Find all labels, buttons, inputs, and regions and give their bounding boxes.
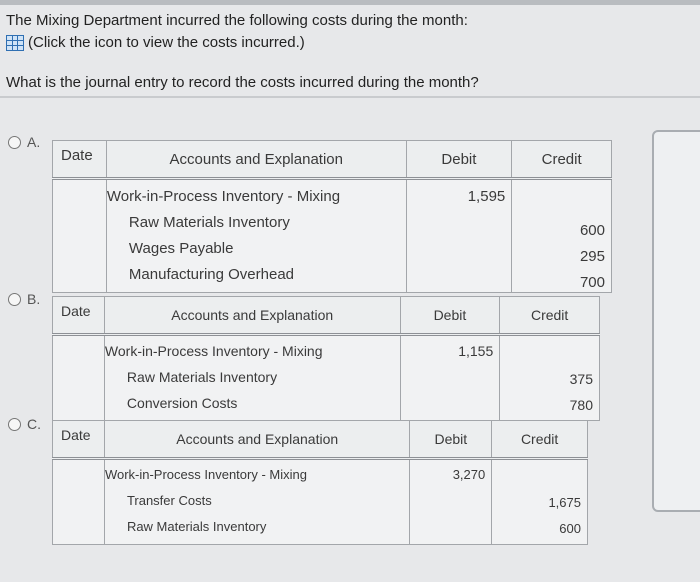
accounts-cell: Work-in-Process Inventory - Mixing Trans…	[103, 458, 411, 545]
account-entry: Conversion Costs	[126, 395, 238, 411]
debit-amount: 1,595	[467, 188, 506, 205]
credit-cell: 600 295 700	[511, 178, 612, 293]
table-header-row: Date Accounts and Explanation Debit Cred…	[52, 140, 612, 180]
option-c-label: C.	[27, 416, 41, 432]
option-b[interactable]: B.	[8, 291, 40, 307]
radio-button-a[interactable]	[8, 135, 21, 149]
top-bar	[0, 0, 700, 5]
option-b-label: B.	[27, 291, 41, 307]
credit-header: Credit	[491, 420, 588, 460]
account-entry: Raw Materials Inventory	[126, 369, 278, 385]
table-body-row: Work-in-Process Inventory - Mixing Raw M…	[52, 178, 612, 293]
accounts-cell: Work-in-Process Inventory - Mixing Raw M…	[105, 178, 407, 293]
accounts-header: Accounts and Explanation	[103, 420, 411, 460]
date-header: Date	[52, 296, 105, 336]
table-header-row: Date Accounts and Explanation Debit Cred…	[52, 296, 600, 336]
date-cell	[52, 458, 105, 545]
credit-amount: 295	[579, 248, 605, 265]
debit-header: Debit	[399, 296, 501, 336]
option-c[interactable]: C.	[8, 416, 41, 432]
date-header: Date	[52, 140, 107, 180]
journal-table-a: Date Accounts and Explanation Debit Cred…	[52, 140, 612, 293]
question-text: What is the journal entry to record the …	[6, 74, 479, 91]
debit-cell: 1,595	[405, 178, 513, 293]
accounts-header: Accounts and Explanation	[103, 296, 401, 336]
view-costs-link[interactable]: (Click the icon to view the costs incurr…	[6, 34, 305, 51]
credit-header: Credit	[511, 140, 612, 180]
credit-amount: 375	[569, 371, 593, 387]
accounts-cell: Work-in-Process Inventory - Mixing Raw M…	[103, 334, 401, 421]
account-entry: Raw Materials Inventory	[126, 519, 267, 534]
date-header: Date	[52, 420, 105, 460]
credit-cell: 375 780	[499, 334, 600, 421]
table-grid-icon[interactable]	[6, 34, 24, 51]
view-costs-text[interactable]: (Click the icon to view the costs incurr…	[28, 34, 305, 51]
problem-statement: The Mixing Department incurred the follo…	[6, 12, 468, 29]
debit-header: Debit	[409, 420, 493, 460]
radio-button-b[interactable]	[8, 292, 21, 306]
debit-amount: 3,270	[452, 467, 486, 482]
credit-amount: 600	[559, 521, 581, 536]
debit-amount: 1,155	[458, 343, 494, 359]
debit-cell: 1,155	[399, 334, 501, 421]
journal-table-c: Date Accounts and Explanation Debit Cred…	[52, 420, 588, 545]
account-entry: Work-in-Process Inventory - Mixing	[104, 343, 323, 359]
credit-amount: 700	[579, 274, 605, 291]
table-body-row: Work-in-Process Inventory - Mixing Raw M…	[52, 334, 600, 421]
debit-header: Debit	[405, 140, 513, 180]
date-cell	[52, 178, 107, 293]
date-cell	[52, 334, 105, 421]
divider	[0, 96, 700, 98]
radio-button-c[interactable]	[8, 417, 21, 431]
credit-cell: 1,675 600	[491, 458, 588, 545]
account-entry: Manufacturing Overhead	[128, 266, 295, 283]
table-header-row: Date Accounts and Explanation Debit Cred…	[52, 420, 588, 460]
debit-cell: 3,270	[409, 458, 493, 545]
account-entry: Raw Materials Inventory	[128, 214, 290, 231]
credit-amount: 780	[569, 397, 593, 413]
credit-amount: 1,675	[548, 495, 581, 510]
account-entry: Wages Payable	[128, 240, 234, 257]
option-a-label: A.	[27, 134, 41, 150]
journal-table-b: Date Accounts and Explanation Debit Cred…	[52, 296, 600, 421]
option-a[interactable]: A.	[8, 134, 40, 150]
credit-header: Credit	[499, 296, 600, 336]
account-entry: Work-in-Process Inventory - Mixing	[106, 188, 341, 205]
table-body-row: Work-in-Process Inventory - Mixing Trans…	[52, 458, 588, 545]
account-entry: Transfer Costs	[126, 493, 212, 508]
credit-amount: 600	[579, 222, 605, 239]
side-panel	[652, 130, 700, 512]
accounts-header: Accounts and Explanation	[105, 140, 407, 180]
account-entry: Work-in-Process Inventory - Mixing	[104, 467, 307, 482]
